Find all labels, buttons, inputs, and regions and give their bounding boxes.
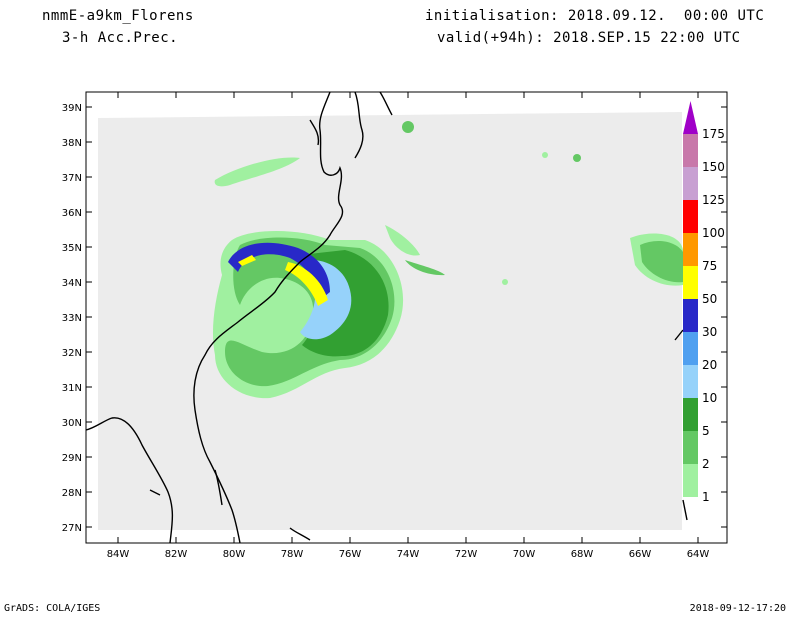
lat-label: 31N (62, 383, 82, 394)
colorbar-label: 1 (702, 490, 710, 504)
lon-label: 76W (339, 549, 362, 560)
precip-patch-east-2 (640, 240, 683, 283)
init-time: initialisation: 2018.09.12. 00:00 UTC (425, 8, 765, 24)
lon-label: 72W (455, 549, 478, 560)
colorbar-swatch (683, 365, 698, 398)
colorbar-swatch (683, 431, 698, 464)
colorbar-top-triangle (683, 101, 698, 134)
coastline (85, 91, 688, 544)
colorbar-swatch (683, 266, 698, 299)
lon-label: 80W (223, 549, 246, 560)
colorbar-swatch (683, 200, 698, 233)
precip-patch-offshore-2 (405, 260, 445, 276)
precip-dot-3 (542, 152, 548, 158)
footer-left: GrADS: COLA/IGES (4, 603, 101, 614)
colorbar-label: 75 (702, 259, 717, 273)
colorbar-swatch (683, 233, 698, 266)
precip-dot-4 (502, 279, 508, 285)
lon-label: 84W (107, 549, 130, 560)
lat-label: 36N (62, 208, 82, 219)
colorbar-label: 5 (702, 424, 710, 438)
colorbar-swatch (683, 332, 698, 365)
latitude-axis: 39N 38N 37N 36N 35N 34N 33N 32N 31N 30N 29N 28N 27N (62, 103, 727, 534)
lat-label: 38N (62, 138, 82, 149)
precip-dot-2 (573, 154, 581, 162)
lat-label: 28N (62, 488, 82, 499)
lat-label: 33N (62, 313, 82, 324)
colorbar-swatch (683, 464, 698, 497)
precip-patch-offshore (385, 225, 420, 256)
lon-label: 68W (571, 549, 594, 560)
precip-patch-nc (214, 157, 300, 187)
lat-label: 39N (62, 103, 82, 114)
colorbar-label: 150 (702, 160, 725, 174)
lon-label: 70W (513, 549, 536, 560)
colorbar-label: 125 (702, 193, 725, 207)
colorbar-label: 100 (702, 226, 725, 240)
colorbar-swatch (683, 398, 698, 431)
lat-label: 30N (62, 418, 82, 429)
longitude-axis: 84W 82W 80W 78W 76W 74W 72W 70W 68W 66W 64W (107, 92, 710, 560)
lon-label: 66W (629, 549, 652, 560)
colorbar-label: 20 (702, 358, 717, 372)
precip-core-small (238, 255, 256, 266)
footer-right: 2018-09-12-17:20 (689, 603, 786, 614)
lat-label: 35N (62, 243, 82, 254)
precip-dot-1 (402, 121, 414, 133)
lon-label: 64W (687, 549, 710, 560)
lon-label: 82W (165, 549, 188, 560)
variable-title: 3-h Acc.Prec. (62, 30, 179, 46)
lat-label: 27N (62, 523, 82, 534)
lat-label: 32N (62, 348, 82, 359)
lat-label: 37N (62, 173, 82, 184)
valid-time: valid(+94h): 2018.SEP.15 22:00 UTC (437, 30, 741, 46)
lon-label: 78W (281, 549, 304, 560)
precip-band-6 (285, 262, 328, 306)
colorbar-label: 10 (702, 391, 717, 405)
colorbar-label: 2 (702, 457, 710, 471)
lat-label: 29N (62, 453, 82, 464)
colorbar-swatch (683, 299, 698, 332)
lon-label: 74W (397, 549, 420, 560)
colorbar-label: 175 (702, 127, 725, 141)
colorbar-label: 30 (702, 325, 717, 339)
precip-fields (212, 121, 683, 399)
colorbar-swatch (683, 134, 698, 167)
model-title: nmmE-a9km_Florens (42, 8, 194, 24)
lat-label: 34N (62, 278, 82, 289)
colorbar-label: 50 (702, 292, 717, 306)
colorbar-swatch (683, 167, 698, 200)
